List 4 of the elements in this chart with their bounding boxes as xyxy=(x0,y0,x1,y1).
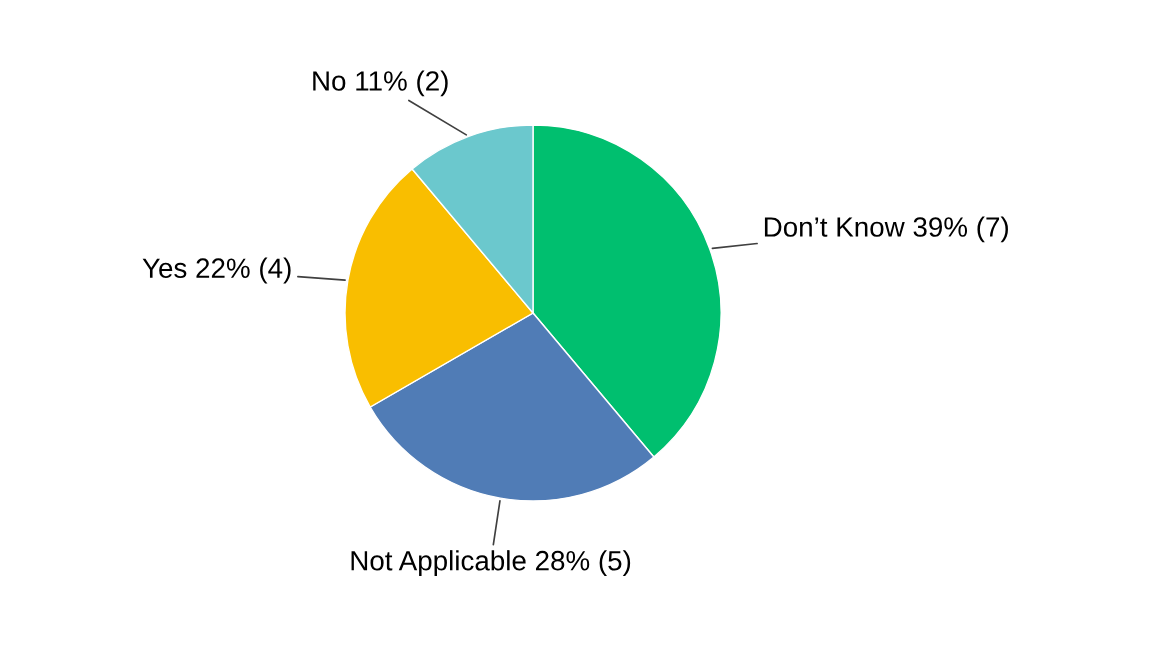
slice-label: Yes 22% (4) xyxy=(142,257,291,284)
slice-label: No 11% (2) xyxy=(313,70,448,97)
slice-label: Don’t Know 39% (7) xyxy=(764,216,1008,243)
slice-label: Not Applicable 28% (5) xyxy=(351,550,631,577)
